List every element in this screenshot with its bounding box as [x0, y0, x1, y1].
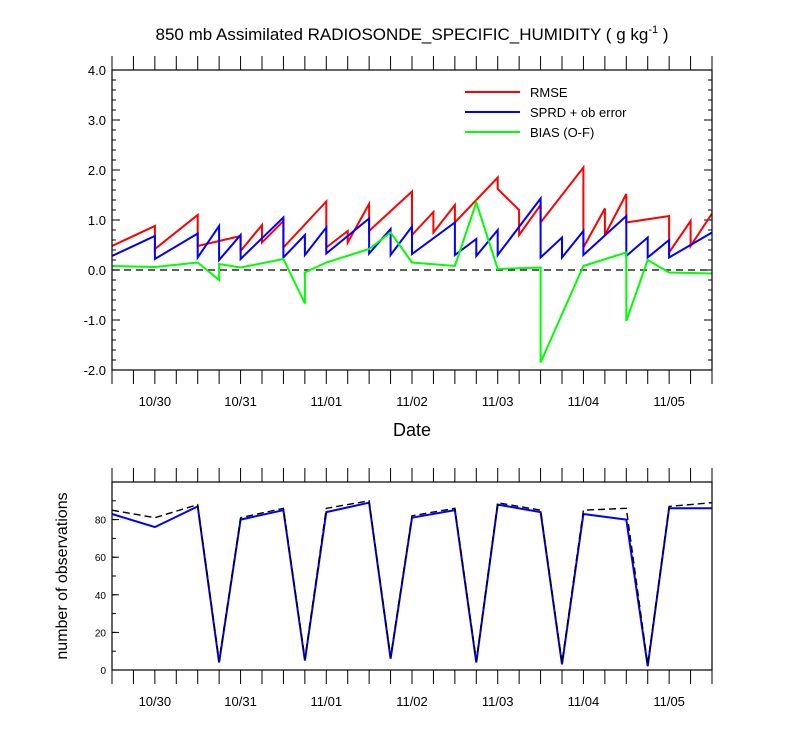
y-tick-label: 2.0 — [88, 163, 106, 178]
chart-title-end: ) — [658, 25, 668, 44]
series-line-sprd-ob-error — [111, 195, 713, 263]
x-tick-label: 11/01 — [310, 394, 342, 409]
obs-y-tick-label: 80 — [95, 516, 107, 527]
y-tick-label: -2.0 — [84, 363, 106, 378]
obs-y-axis-title: number of observations — [54, 492, 71, 659]
legend-label-rmse: RMSE — [530, 85, 568, 100]
obs-x-tick-label: 10/30 — [139, 694, 172, 709]
x-tick-label: 11/02 — [396, 394, 428, 409]
x-tick-label: 10/31 — [224, 394, 257, 409]
obs-y-tick-label: 20 — [95, 628, 107, 639]
y-tick-label: 1.0 — [88, 213, 106, 228]
obs-x-tick-label: 11/01 — [310, 694, 342, 709]
obs-plot-frame — [111, 481, 713, 671]
bottom-chart-plot: 0 20 40 60 80 10/30 10/31 11/01 11/02 11/03 11/04 1… — [95, 468, 713, 709]
x-tick-label: 11/05 — [653, 394, 685, 409]
obs-y-tick-label: 40 — [95, 591, 107, 602]
obs-x-tick-label: 10/31 — [224, 694, 257, 709]
y-tick-label: 4.0 — [88, 63, 106, 78]
series-line-rmse — [111, 164, 713, 256]
chart-title-main: 850 mb Assimilated RADIOSONDE_SPECIFIC_H… — [156, 25, 649, 44]
obs-x-tick-label: 11/03 — [482, 694, 514, 709]
obs-y-tick-label: 60 — [95, 553, 107, 564]
series-line-bias-o-f — [111, 199, 713, 363]
x-axis-title: Date — [393, 420, 431, 440]
obs-x-tick-label: 11/02 — [396, 694, 428, 709]
top-chart-plot: 4.0 3.0 2.0 1.0 0.0 -1.0 -2.0 10/30 10/31 11/01 11… — [84, 56, 713, 409]
x-tick-label: 11/04 — [568, 394, 600, 409]
obs-x-tick-label: 11/04 — [568, 694, 600, 709]
obs-series-line-observations-possible — [111, 499, 713, 665]
y-tick-label: -1.0 — [84, 313, 106, 328]
x-tick-label: 10/30 — [139, 394, 172, 409]
x-tick-label: 11/03 — [482, 394, 514, 409]
obs-series-line-observations-used — [111, 501, 712, 667]
obs-x-tick-label: 11/05 — [653, 694, 685, 709]
chart-title-superscript: -1 — [648, 24, 658, 36]
legend-label-sprd-ob-error: SPRD + ob error — [530, 105, 627, 120]
obs-y-tick-label: 0 — [100, 666, 106, 677]
legend-label-bias-o-f: BIAS (O-F) — [530, 125, 594, 140]
y-tick-label: 0.0 — [88, 263, 106, 278]
plot-frame — [111, 69, 713, 371]
chart-title: 850 mb Assimilated RADIOSONDE_SPECIFIC_H… — [156, 24, 669, 44]
y-tick-label: 3.0 — [88, 113, 106, 128]
